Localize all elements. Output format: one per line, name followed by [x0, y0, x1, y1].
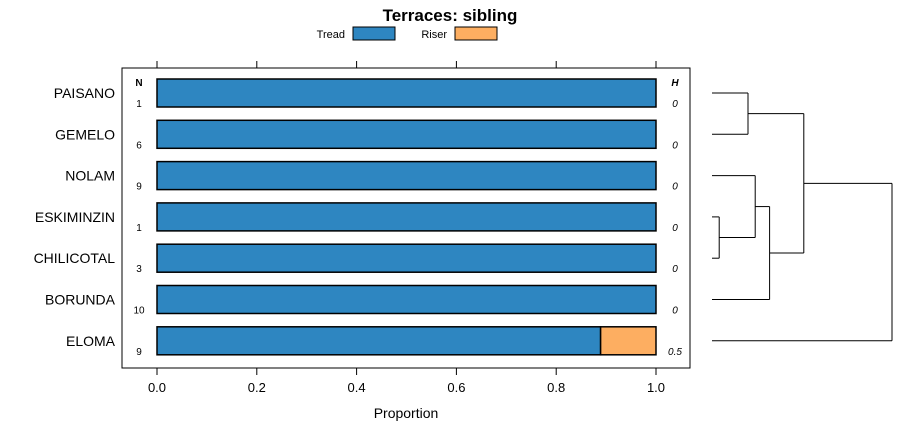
h-label-gemelo: 0: [672, 140, 678, 151]
n-label-eskiminzin: 1: [136, 223, 142, 234]
category-label-borunda: BORUNDA: [45, 292, 116, 308]
n-label-gemelo: 6: [136, 140, 142, 151]
category-label-eskiminzin: ESKIMINZIN: [35, 209, 115, 225]
bar-borunda-tread: [156, 284, 657, 315]
h-label-borunda: 0: [672, 306, 678, 317]
bars-group: [156, 78, 657, 356]
legend-label-tread: Tread: [317, 29, 345, 41]
bar-gemelo-tread: [156, 119, 657, 150]
x-axis: 0.0 0.2 0.4 0.6 0.8 1.0: [148, 61, 665, 395]
legend-swatch-tread: [352, 26, 396, 41]
x-tick-label-4: 0.8: [547, 380, 565, 395]
n-column-header: N: [135, 78, 142, 89]
legend-label-riser: Riser: [421, 29, 447, 41]
bar-eloma-tread: [156, 326, 602, 356]
category-label-eloma: ELOMA: [66, 333, 116, 349]
h-label-nolam: 0: [672, 182, 678, 193]
category-label-gemelo: GEMELO: [55, 126, 115, 142]
x-tick-label-0: 0.0: [148, 380, 166, 395]
n-label-nolam: 9: [136, 182, 142, 193]
legend-swatch-riser: [454, 26, 498, 41]
dendrogram: [712, 92, 893, 342]
bar-eskiminzin-tread: [156, 202, 657, 232]
x-tick-label-2: 0.4: [348, 380, 366, 395]
h-label-eskiminzin: 0: [672, 223, 678, 234]
bar-paisano-tread: [156, 78, 657, 108]
bar-eloma-riser: [599, 326, 657, 356]
h-column-header: H: [671, 78, 679, 89]
h-label-paisano: 0: [672, 99, 678, 110]
category-labels: PAISANO GEMELO NOLAM ESKIMINZIN CHILICOTAL BO…: [34, 85, 116, 349]
legend: Tread Riser: [317, 26, 498, 41]
n-label-paisano: 1: [136, 99, 142, 110]
bar-nolam-tread: [156, 160, 657, 191]
chart-title: Terraces: sibling: [383, 6, 518, 25]
h-labels: 0 0 0 0 0 0 0.5: [668, 99, 682, 358]
n-label-borunda: 10: [133, 306, 145, 317]
n-label-chilicotal: 3: [136, 264, 142, 275]
category-label-paisano: PAISANO: [54, 85, 115, 101]
plot-frame: [121, 67, 691, 369]
n-label-eloma: 9: [136, 347, 142, 358]
h-label-eloma: 0.5: [668, 347, 682, 358]
bar-chilicotal-tread: [156, 243, 657, 273]
x-axis-title: Proportion: [374, 405, 439, 421]
x-tick-label-5: 1.0: [647, 380, 665, 395]
x-tick-label-3: 0.6: [447, 380, 465, 395]
category-label-nolam: NOLAM: [65, 168, 115, 184]
category-label-chilicotal: CHILICOTAL: [34, 250, 116, 266]
n-labels: 1 6 9 1 3 10 9: [133, 99, 145, 358]
h-label-chilicotal: 0: [672, 264, 678, 275]
x-tick-label-1: 0.2: [248, 380, 266, 395]
